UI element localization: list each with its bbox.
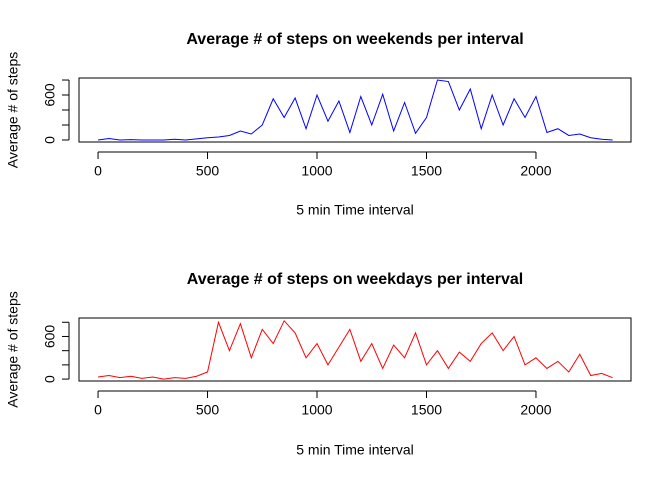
x-tick-label: 1500 [411,402,442,418]
y-axis-label: Average # of steps [5,52,21,168]
x-tick-label: 2000 [520,402,551,418]
x-axis-label: 5 min Time interval [296,442,413,458]
x-tick-label: 2000 [520,163,551,179]
chart-title: Average # of steps on weekdays per inter… [187,271,523,288]
plot-frame [78,317,632,382]
data-line [97,319,613,380]
x-tick-label: 0 [94,163,102,179]
chart-title: Average # of steps on weekends per inter… [186,31,523,48]
x-tick-label: 1000 [301,402,332,418]
y-tick-label: 0 [42,136,58,144]
x-tick-label: 500 [196,402,220,418]
y-axis-label: Average # of steps [5,291,21,407]
x-tick-label: 1000 [301,163,332,179]
x-axis-label: 5 min Time interval [296,202,413,218]
x-tick-label: 1500 [411,163,442,179]
y-tick-label: 600 [42,83,58,107]
plot-frame [78,77,632,143]
x-tick-label: 0 [94,402,102,418]
data-line [97,79,613,141]
y-tick-label: 600 [42,325,58,349]
y-tick-label: 0 [42,375,58,383]
x-tick-label: 500 [196,163,220,179]
